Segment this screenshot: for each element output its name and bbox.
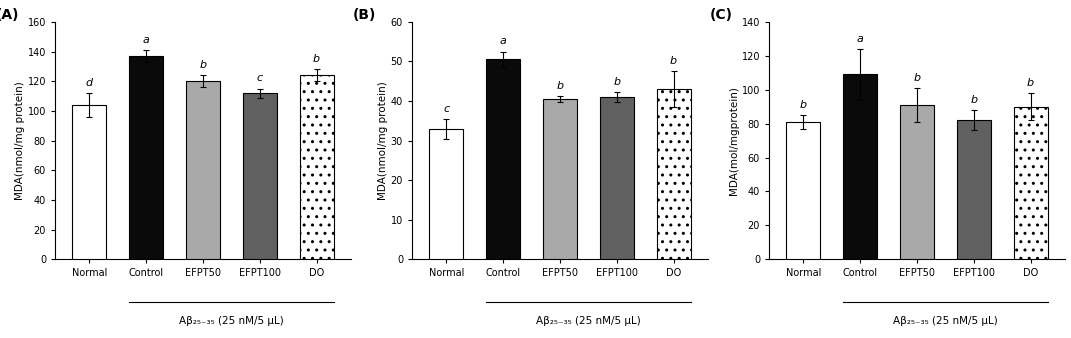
Text: Aβ₂₅₋₃₅ (25 nM/5 μL): Aβ₂₅₋₃₅ (25 nM/5 μL) [536,316,640,326]
Bar [1013,107,1047,259]
Text: Aβ₂₅₋₃₅ (25 nM/5 μL): Aβ₂₅₋₃₅ (25 nM/5 μL) [893,316,998,326]
Text: b: b [313,54,320,64]
Bar [300,75,334,259]
Text: c: c [257,73,262,83]
Text: b: b [670,56,677,66]
Bar [129,56,163,259]
Bar [786,122,820,259]
Text: a: a [142,35,150,45]
Y-axis label: MDA(mol/mgprotein): MDA(mol/mgprotein) [728,86,739,195]
Bar [900,105,934,259]
Bar [956,120,991,259]
Bar [657,89,691,259]
Text: Aβ₂₅₋₃₅ (25 nM/5 μL): Aβ₂₅₋₃₅ (25 nM/5 μL) [179,316,284,326]
Bar [72,105,106,259]
Bar [843,74,877,259]
Bar [600,97,634,259]
Y-axis label: MDA(nmol/mg protein): MDA(nmol/mg protein) [15,81,25,200]
Bar [543,99,577,259]
Text: b: b [199,60,207,70]
Text: a: a [857,34,863,44]
Bar [243,93,276,259]
Text: (C): (C) [710,8,733,22]
Text: c: c [443,103,449,114]
Text: d: d [86,78,93,88]
Bar [186,81,220,259]
Text: (B): (B) [353,8,376,22]
Text: b: b [970,95,978,105]
Text: b: b [556,81,563,91]
Text: b: b [1027,78,1035,88]
Bar [429,129,464,259]
Text: b: b [914,73,920,83]
Text: b: b [614,77,620,87]
Text: (A): (A) [0,8,19,22]
Bar [486,59,521,259]
Y-axis label: MDA(nmol/mg protein): MDA(nmol/mg protein) [378,81,388,200]
Text: b: b [800,100,806,110]
Text: a: a [499,36,507,46]
